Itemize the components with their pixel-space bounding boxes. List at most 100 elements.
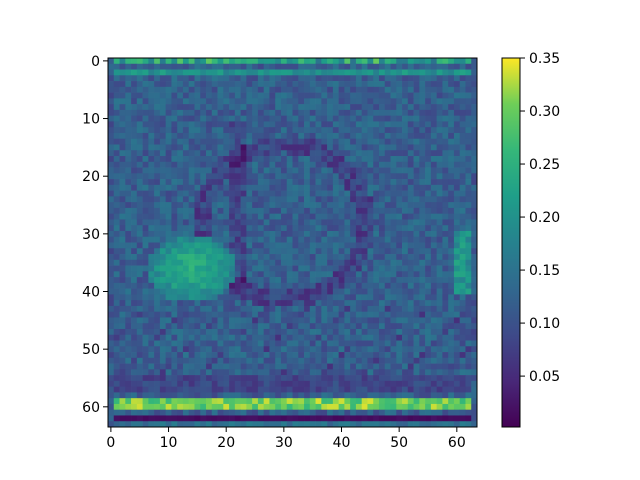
heatmap-cell [223,196,230,203]
heatmap-cell [223,167,230,174]
heatmap-cell [136,230,143,238]
heatmap-cell [206,161,213,168]
heatmap-cell [304,109,311,117]
heatmap-cell [309,288,316,295]
heatmap-cell [280,346,288,353]
heatmap-cell [425,236,432,243]
heatmap-cell [108,115,115,122]
heatmap-cell [113,75,120,82]
heatmap-cell [217,196,224,203]
heatmap-cell [257,403,265,411]
heatmap-cell [275,242,282,249]
heatmap-cell [396,352,403,359]
heatmap-cell [257,167,265,174]
heatmap-cell [131,259,138,266]
heatmap-cell [407,415,414,422]
heatmap-cell [298,167,305,174]
heatmap-cell [217,363,224,370]
heatmap-cell [361,138,368,145]
heatmap-cell [142,380,149,387]
heatmap-cell [240,202,247,209]
heatmap-cell [234,242,241,249]
heatmap-cell [315,328,322,336]
heatmap-cell [206,213,213,220]
heatmap-cell [419,75,426,82]
heatmap-cell [177,282,184,289]
heatmap-cell [108,282,115,289]
heatmap-cell [378,144,386,151]
heatmap-cell [119,58,126,65]
heatmap-cell [304,219,311,226]
heatmap-cell [165,352,172,359]
heatmap-cell [448,277,455,284]
heatmap-cell [361,115,368,122]
heatmap-cell [436,196,443,203]
heatmap-cell [361,392,368,399]
heatmap-cell [350,369,357,376]
heatmap-cell [407,242,414,249]
heatmap-cell [142,375,149,382]
heatmap-cell [430,225,437,232]
heatmap-cell [390,340,397,347]
heatmap-cell [119,386,126,393]
heatmap-cell [350,305,357,313]
heatmap-cell [453,248,461,255]
heatmap-cell [131,219,138,226]
heatmap-cell [321,369,328,376]
heatmap-cell [108,334,115,341]
heatmap-cell [309,392,316,399]
heatmap-cell [413,92,420,99]
heatmap-cell [436,58,443,65]
heatmap-cell [177,92,184,99]
heatmap-cell [361,305,368,313]
heatmap-cell [165,357,172,364]
heatmap-cell [355,230,363,238]
heatmap-cell [384,346,391,353]
heatmap-cell [402,225,409,232]
heatmap-cell [350,109,357,117]
heatmap-cell [131,138,138,145]
heatmap-cell [229,317,236,324]
heatmap-cell [257,207,265,215]
heatmap-cell [217,403,224,411]
heatmap-cell [136,184,143,191]
heatmap-cell [407,86,414,93]
heatmap-cell [459,184,466,191]
heatmap-cell [315,132,322,140]
heatmap-cell [223,132,230,140]
heatmap-cell [442,357,449,364]
heatmap-cell [217,294,224,301]
heatmap-cell [125,179,132,186]
heatmap-cell [252,127,259,134]
heatmap-cell [430,127,437,134]
heatmap-cell [338,421,345,428]
heatmap-cell [136,323,143,330]
heatmap-cell [263,409,270,416]
heatmap-cell [200,386,207,393]
heatmap-cell [165,248,172,255]
heatmap-cell [286,190,293,197]
heatmap-cell [419,311,426,318]
heatmap-cell [182,386,190,393]
heatmap-cell [211,92,218,99]
heatmap-cell [350,311,357,318]
heatmap-cell [304,150,311,157]
heatmap-cell [252,115,259,122]
heatmap-cell [459,363,466,370]
heatmap-cell [200,81,207,88]
heatmap-cell [119,213,126,220]
heatmap-cell [234,184,241,191]
heatmap-cell [240,196,247,203]
heatmap-cell [148,138,155,145]
heatmap-cell [309,190,316,197]
heatmap-cell [252,409,259,416]
heatmap-cell [194,86,201,93]
heatmap-cell [257,277,265,284]
heatmap-cell [136,75,143,82]
heatmap-cell [142,409,149,416]
heatmap-cell [119,173,126,180]
heatmap-cell [378,213,386,220]
heatmap-cell [246,398,253,405]
heatmap-cell [188,415,195,422]
heatmap-cell [396,421,403,428]
